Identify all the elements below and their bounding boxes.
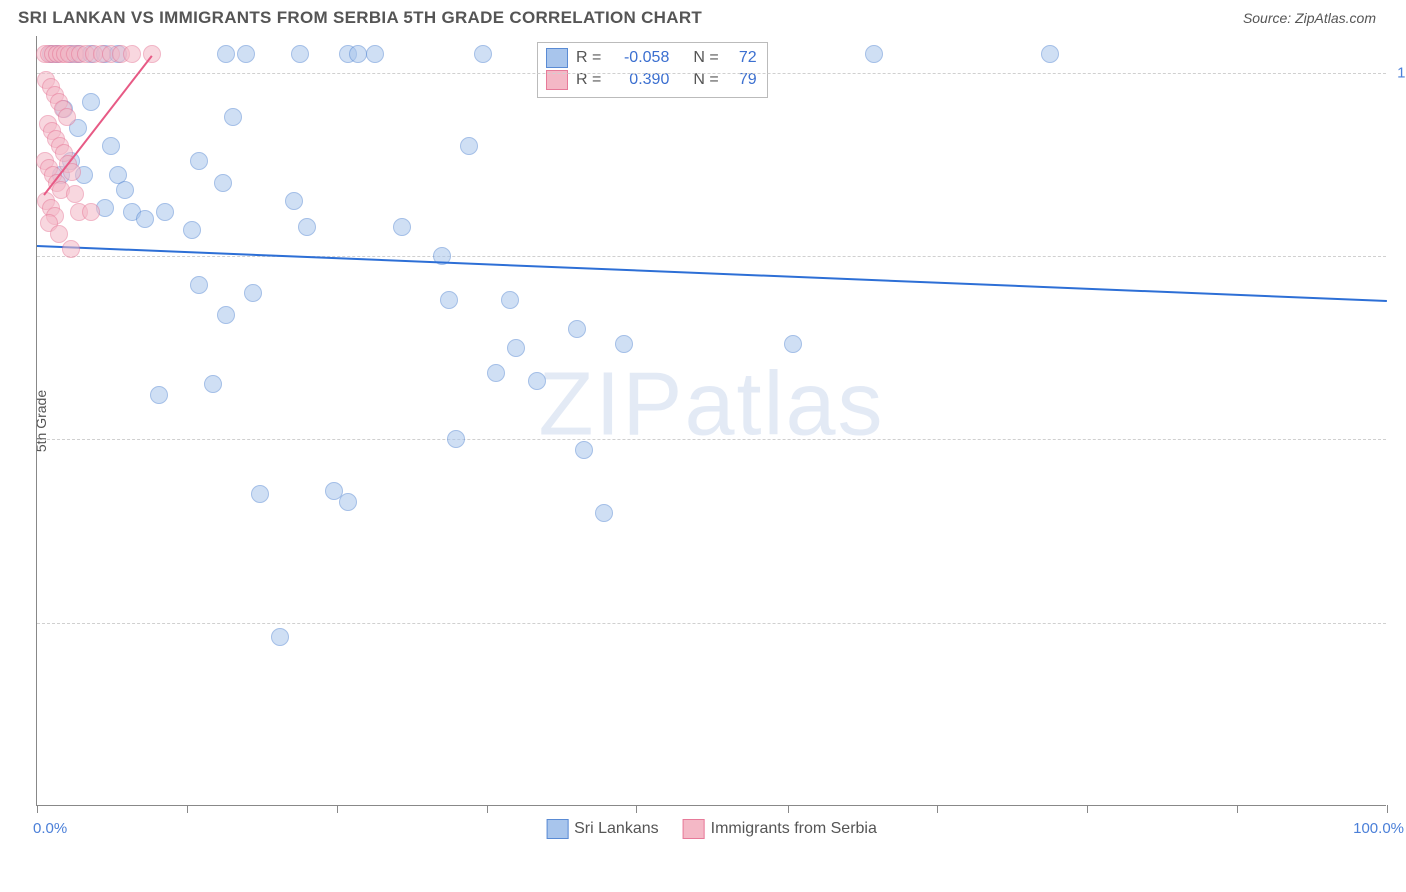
r-label: R = bbox=[576, 71, 601, 89]
legend-label: Immigrants from Serbia bbox=[711, 820, 877, 838]
legend-label: Sri Lankans bbox=[574, 820, 659, 838]
data-point bbox=[507, 339, 525, 357]
chart-header: SRI LANKAN VS IMMIGRANTS FROM SERBIA 5TH… bbox=[0, 0, 1406, 32]
r-value: -0.058 bbox=[609, 49, 669, 67]
n-label: N = bbox=[693, 71, 718, 89]
data-point bbox=[528, 372, 546, 390]
gridline bbox=[37, 73, 1386, 74]
data-point bbox=[82, 93, 100, 111]
data-point bbox=[784, 335, 802, 353]
legend: Sri Lankans Immigrants from Serbia bbox=[546, 819, 877, 839]
x-tick bbox=[788, 805, 789, 813]
legend-swatch bbox=[683, 819, 705, 839]
n-value: 79 bbox=[727, 71, 757, 89]
data-point bbox=[58, 108, 76, 126]
x-tick bbox=[487, 805, 488, 813]
scatter-plot: ZIPatlas R =-0.058N =72R =0.390N =79 Sri… bbox=[36, 36, 1386, 806]
data-point bbox=[150, 386, 168, 404]
data-point bbox=[123, 45, 141, 63]
x-axis-max-label: 100.0% bbox=[1353, 820, 1404, 837]
correlation-stats-box: R = -0.058 N = 72 R = 0.390 N = 79 bbox=[537, 42, 768, 98]
x-tick bbox=[337, 805, 338, 813]
data-point bbox=[393, 218, 411, 236]
data-point bbox=[366, 45, 384, 63]
data-point bbox=[156, 203, 174, 221]
data-point bbox=[271, 628, 289, 646]
data-point bbox=[102, 137, 120, 155]
data-point bbox=[116, 181, 134, 199]
data-point bbox=[190, 276, 208, 294]
data-point bbox=[244, 284, 262, 302]
data-point bbox=[1041, 45, 1059, 63]
r-value: 0.390 bbox=[609, 71, 669, 89]
data-point bbox=[285, 192, 303, 210]
data-point bbox=[595, 504, 613, 522]
gridline bbox=[37, 439, 1386, 440]
data-point bbox=[865, 45, 883, 63]
data-point bbox=[447, 430, 465, 448]
data-point bbox=[339, 493, 357, 511]
n-label: N = bbox=[693, 49, 718, 67]
data-point bbox=[217, 45, 235, 63]
x-tick bbox=[187, 805, 188, 813]
x-tick bbox=[37, 805, 38, 813]
watermark: ZIPatlas bbox=[538, 354, 884, 457]
chart-source: Source: ZipAtlas.com bbox=[1243, 10, 1376, 26]
data-point bbox=[82, 203, 100, 221]
data-point bbox=[568, 320, 586, 338]
legend-item: Immigrants from Serbia bbox=[683, 819, 877, 839]
data-point bbox=[190, 152, 208, 170]
legend-swatch bbox=[546, 819, 568, 839]
chart-title: SRI LANKAN VS IMMIGRANTS FROM SERBIA 5TH… bbox=[18, 8, 702, 28]
x-tick bbox=[636, 805, 637, 813]
x-axis-min-label: 0.0% bbox=[33, 820, 67, 837]
chart-area: 5th Grade ZIPatlas R =-0.058N =72R =0.39… bbox=[36, 36, 1398, 806]
data-point bbox=[136, 210, 154, 228]
data-point bbox=[224, 108, 242, 126]
trend-line bbox=[43, 55, 153, 196]
data-point bbox=[183, 221, 201, 239]
series-swatch bbox=[546, 48, 568, 68]
trend-line bbox=[37, 245, 1387, 302]
gridline bbox=[37, 256, 1386, 257]
stats-row: R = -0.058 N = 72 bbox=[546, 47, 757, 69]
data-point bbox=[237, 45, 255, 63]
data-point bbox=[204, 375, 222, 393]
x-tick bbox=[1237, 805, 1238, 813]
x-tick bbox=[1387, 805, 1388, 813]
x-tick bbox=[937, 805, 938, 813]
data-point bbox=[575, 441, 593, 459]
data-point bbox=[487, 364, 505, 382]
data-point bbox=[615, 335, 633, 353]
y-tick-label: 100.0% bbox=[1397, 64, 1406, 81]
data-point bbox=[474, 45, 492, 63]
data-point bbox=[66, 185, 84, 203]
data-point bbox=[298, 218, 316, 236]
gridline bbox=[37, 623, 1386, 624]
n-value: 72 bbox=[727, 49, 757, 67]
x-tick bbox=[1087, 805, 1088, 813]
data-point bbox=[62, 240, 80, 258]
r-label: R = bbox=[576, 49, 601, 67]
data-point bbox=[460, 137, 478, 155]
data-point bbox=[214, 174, 232, 192]
data-point bbox=[501, 291, 519, 309]
legend-item: Sri Lankans bbox=[546, 819, 659, 839]
data-point bbox=[251, 485, 269, 503]
data-point bbox=[291, 45, 309, 63]
data-point bbox=[440, 291, 458, 309]
data-point bbox=[217, 306, 235, 324]
